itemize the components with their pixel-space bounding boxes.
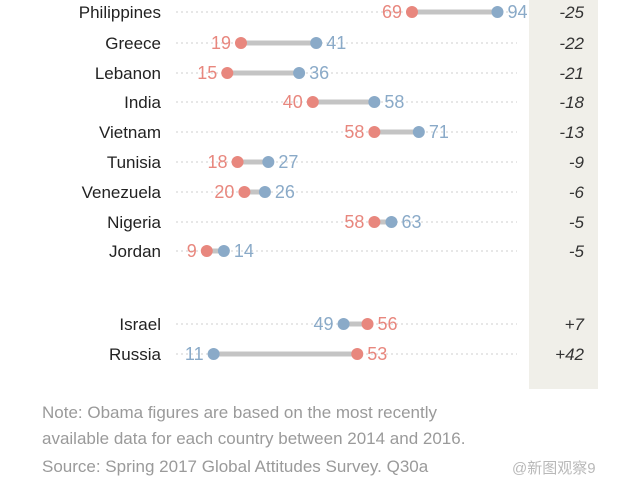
dot-b-israel [337,318,350,330]
value-a-vietnam: 58 [344,122,364,142]
dot-b-greece [310,37,323,49]
dot-a-greece [234,37,247,49]
dot-a-india [306,96,319,108]
country-label-india: India [124,93,161,112]
diff-value-russia: +42 [555,345,584,364]
dot-b-venezuela [258,186,271,198]
value-a-tunisia: 18 [208,152,228,172]
value-b-lebanon: 36 [309,63,329,83]
dot-b-russia [207,348,220,360]
dot-b-jordan [217,245,230,257]
dot-a-vietnam [368,126,381,138]
value-b-russia: 11 [185,344,204,364]
dot-b-lebanon [293,67,306,79]
dot-b-tunisia [262,156,275,168]
value-a-nigeria: 58 [344,212,364,232]
value-b-india: 58 [384,92,404,112]
diff-value-vietnam: -13 [559,123,584,142]
diff-value-tunisia: -9 [569,153,585,172]
country-label-venezuela: Venezuela [82,183,162,202]
country-label-nigeria: Nigeria [107,213,161,232]
dot-b-nigeria [385,216,398,228]
note-line-1: Note: Obama figures are based on the mos… [42,403,437,422]
country-label-greece: Greece [105,34,161,53]
value-a-lebanon: 15 [197,63,217,83]
dot-a-tunisia [231,156,244,168]
value-a-philippines: 69 [382,2,402,22]
country-label-jordan: Jordan [109,242,161,261]
dot-a-jordan [200,245,213,257]
diff-value-jordan: -5 [569,242,585,261]
country-label-lebanon: Lebanon [95,64,161,83]
watermark: @新图观察9 [512,460,596,477]
value-a-venezuela: 20 [214,182,234,202]
dot-a-philippines [405,6,418,18]
value-a-india: 40 [283,92,303,112]
value-b-philippines: 94 [507,2,527,22]
dot-a-nigeria [368,216,381,228]
diff-value-india: -18 [559,93,584,112]
country-label-vietnam: Vietnam [99,123,161,142]
diff-value-lebanon: -21 [559,64,584,83]
diff-value-philippines: -25 [559,3,584,22]
dot-a-russia [351,348,364,360]
value-b-venezuela: 26 [275,182,295,202]
diff-value-nigeria: -5 [569,213,585,232]
value-b-nigeria: 63 [401,212,421,232]
diff-value-greece: -22 [559,34,584,53]
value-b-tunisia: 27 [278,152,298,172]
country-label-russia: Russia [109,345,162,364]
note-line-2: available data for each country between … [42,429,466,448]
value-b-israel: 49 [314,314,334,334]
dumbbell-chart: Philippines 69 94 -25 Greece 19 41 -22 Lebanon 15… [79,2,585,364]
dot-b-vietnam [412,126,425,138]
value-a-greece: 19 [211,33,231,53]
value-a-jordan: 9 [187,241,197,261]
country-label-philippines: Philippines [79,3,161,22]
dot-a-lebanon [221,67,234,79]
value-a-russia: 53 [367,344,387,364]
value-a-israel: 56 [378,314,398,334]
value-b-greece: 41 [326,33,346,53]
difference-column-background [529,0,598,389]
dot-b-india [368,96,381,108]
value-b-vietnam: 71 [429,122,449,142]
dot-a-israel [361,318,374,330]
country-label-tunisia: Tunisia [107,153,162,172]
value-b-jordan: 14 [234,241,254,261]
diff-value-israel: +7 [565,315,585,334]
dot-a-venezuela [238,186,251,198]
country-label-israel: Israel [119,315,161,334]
source-line: Source: Spring 2017 Global Attitudes Sur… [42,457,429,476]
dot-b-philippines [491,6,504,18]
diff-value-venezuela: -6 [569,183,585,202]
